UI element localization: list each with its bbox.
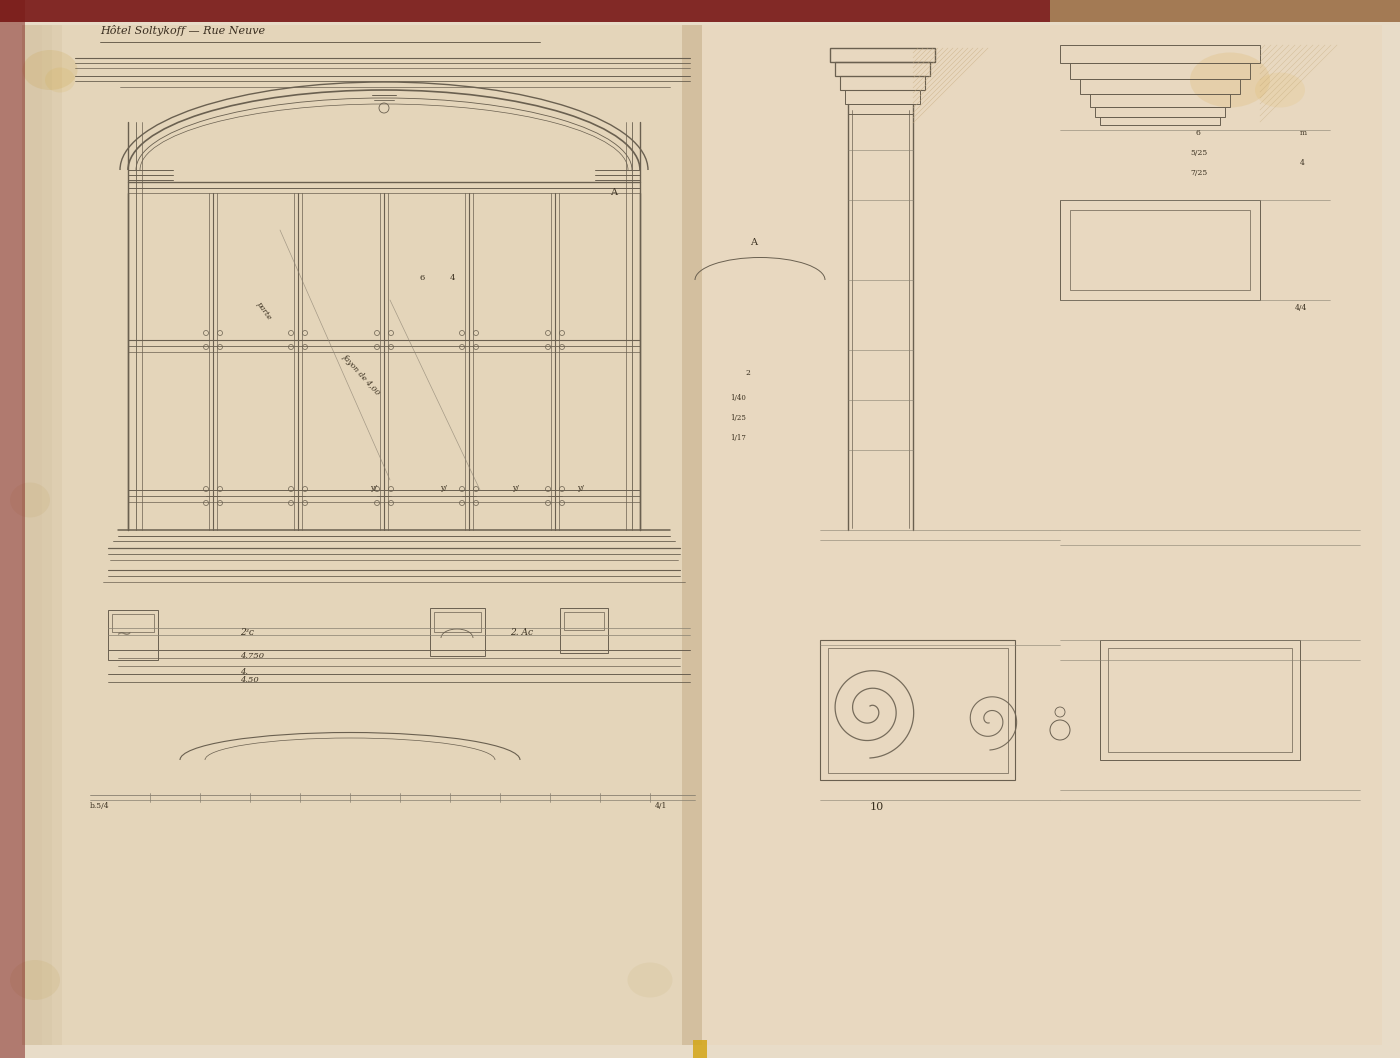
Bar: [434, 612, 482, 632]
Bar: [1091, 94, 1231, 107]
Text: 2. Ac: 2. Ac: [510, 628, 533, 637]
Bar: [560, 608, 608, 653]
Bar: [112, 614, 154, 632]
Text: 4: 4: [1301, 159, 1305, 167]
Bar: [1095, 107, 1225, 117]
Text: 4.: 4.: [239, 668, 248, 676]
Bar: [22, 25, 52, 1045]
Bar: [22, 25, 682, 1045]
Bar: [830, 48, 935, 62]
Ellipse shape: [22, 50, 77, 90]
Text: A: A: [610, 188, 617, 197]
Bar: [1060, 200, 1260, 300]
Text: 2ᵌᴄ: 2ᵌᴄ: [239, 628, 253, 637]
Text: Hôtel Soltykoff — Rue Neuve: Hôtel Soltykoff — Rue Neuve: [99, 25, 265, 36]
Text: 4.750: 4.750: [239, 652, 265, 660]
Bar: [22, 25, 62, 1045]
Text: y/: y/: [370, 484, 377, 492]
Bar: [682, 25, 701, 1045]
Text: y/: y/: [512, 484, 519, 492]
Bar: [827, 647, 1008, 773]
Text: 7/25: 7/25: [1190, 169, 1207, 177]
Bar: [840, 76, 925, 90]
Bar: [820, 640, 1015, 780]
Bar: [682, 25, 1382, 1045]
Bar: [108, 610, 158, 660]
Bar: [0, 0, 25, 1058]
Text: y/: y/: [440, 484, 447, 492]
Bar: [1079, 79, 1240, 94]
Ellipse shape: [1254, 73, 1305, 108]
Text: 4/4: 4/4: [1295, 304, 1308, 312]
Text: 10: 10: [869, 802, 885, 811]
Bar: [1107, 647, 1292, 752]
Text: 1/40: 1/40: [729, 394, 746, 402]
Text: fayon de 4,00: fayon de 4,00: [340, 352, 381, 397]
Text: b.5/4: b.5/4: [90, 802, 109, 810]
Bar: [1050, 0, 1400, 22]
Bar: [1100, 117, 1219, 125]
Text: m: m: [1301, 129, 1308, 136]
Bar: [0, 0, 1400, 22]
Text: 2: 2: [745, 369, 750, 377]
Text: 1/25: 1/25: [729, 414, 746, 422]
Text: 4/1: 4/1: [655, 802, 668, 810]
Bar: [564, 612, 603, 630]
Bar: [834, 62, 930, 76]
Bar: [693, 1040, 707, 1058]
Text: ~: ~: [116, 625, 133, 644]
Bar: [22, 25, 42, 1045]
Bar: [1070, 63, 1250, 79]
Text: 5/25: 5/25: [1190, 149, 1207, 157]
Text: parte: parte: [255, 300, 273, 322]
Text: y/: y/: [577, 484, 584, 492]
Bar: [1100, 640, 1301, 760]
Text: 1/17: 1/17: [729, 434, 746, 442]
Bar: [1070, 209, 1250, 290]
Text: 4: 4: [449, 274, 455, 282]
Text: 6: 6: [420, 274, 426, 282]
Bar: [846, 90, 920, 104]
Bar: [430, 608, 484, 656]
Ellipse shape: [10, 482, 50, 517]
Bar: [1050, 0, 1400, 22]
Ellipse shape: [627, 963, 672, 998]
Text: 6: 6: [1196, 129, 1200, 136]
Ellipse shape: [45, 68, 76, 92]
Ellipse shape: [1190, 53, 1270, 108]
Bar: [848, 104, 913, 114]
Bar: [1060, 45, 1260, 63]
Text: 4.50: 4.50: [239, 676, 259, 685]
Text: A: A: [750, 238, 757, 247]
Ellipse shape: [10, 960, 60, 1000]
